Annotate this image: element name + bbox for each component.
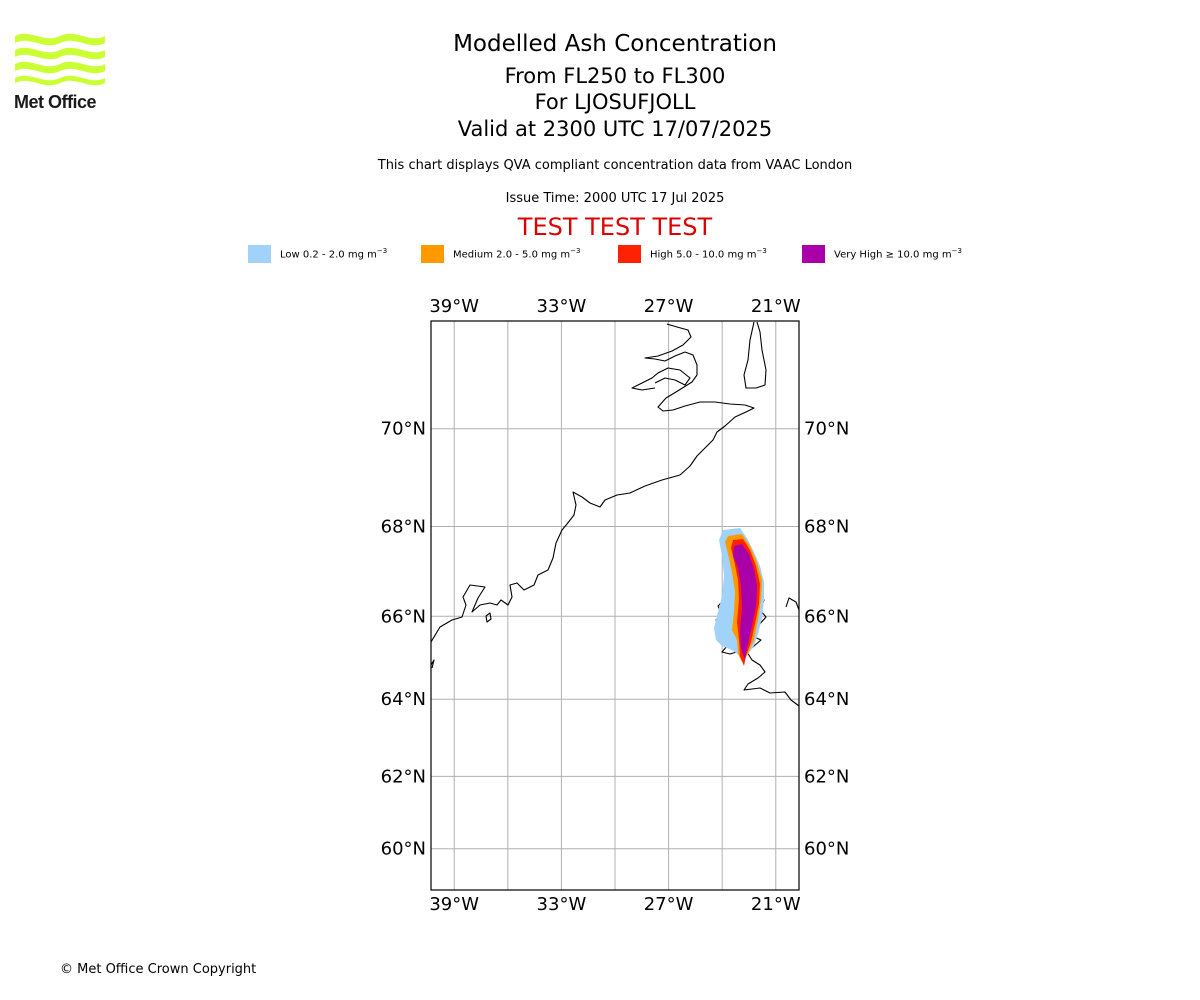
legend-swatch-very-high	[802, 245, 825, 263]
lat-tick-label-left: 70°N	[381, 419, 426, 440]
greenland-island	[485, 612, 492, 623]
lon-tick-label-bottom: 21°W	[751, 894, 801, 915]
lat-tick-label-right: 60°N	[804, 839, 849, 860]
lon-tick-label-bottom: 33°W	[537, 894, 587, 915]
test-banner: TEST TEST TEST	[517, 213, 713, 241]
greenland-south-tip	[431, 659, 435, 669]
legend-swatch-high	[618, 245, 641, 263]
legend-label-medium: Medium 2.0 - 5.0 mg m−3	[453, 247, 581, 261]
met-office-waves-icon	[15, 33, 105, 86]
greenland-ne-peninsula	[743, 321, 767, 389]
met-office-logo: Met Office	[14, 30, 106, 112]
lat-tick-label-right: 62°N	[804, 766, 849, 787]
axis-labels: 39°W 39°W 33°W 33°W 27°W 27°W 21°W 21°W 70°N 70°N…	[381, 296, 850, 915]
lat-tick-label-left: 64°N	[381, 689, 426, 710]
valid-time: Valid at 2300 UTC 17/07/2025	[457, 117, 773, 141]
lon-tick-label-top: 39°W	[429, 296, 479, 317]
lon-tick-label-top: 33°W	[537, 296, 587, 317]
lat-tick-label-right: 66°N	[804, 606, 849, 627]
lat-tick-label-left: 68°N	[381, 517, 426, 538]
compliance-note: This chart displays QVA compliant concen…	[377, 158, 853, 173]
lon-tick-label-bottom: 27°W	[644, 894, 694, 915]
legend-label-high: High 5.0 - 10.0 mg m−3	[650, 247, 767, 261]
iceland-east-island	[785, 597, 799, 611]
lat-tick-label-right: 64°N	[804, 689, 849, 710]
volcano-name: For LJOSUFJOLL	[534, 90, 696, 114]
ash-plume	[714, 528, 764, 666]
lon-tick-label-bottom: 39°W	[429, 894, 479, 915]
greenland-inner-fjord	[631, 367, 691, 391]
lat-tick-label-right: 70°N	[804, 419, 849, 440]
map-frame	[430, 320, 800, 891]
copyright-text: © Met Office Crown Copyright	[60, 962, 257, 977]
lon-tick-label-top: 21°W	[751, 296, 801, 317]
lat-tick-label-left: 60°N	[381, 839, 426, 860]
issue-time: Issue Time: 2000 UTC 17 Jul 2025	[505, 191, 725, 206]
lon-tick-label-top: 27°W	[644, 296, 694, 317]
lat-tick-label-left: 66°N	[381, 606, 426, 627]
lat-tick-label-left: 62°N	[381, 766, 426, 787]
greenland-coastline	[431, 323, 755, 643]
ash-very-high-region	[733, 544, 757, 660]
met-office-logo-text: Met Office	[14, 92, 97, 112]
lat-tick-label-right: 68°N	[804, 517, 849, 538]
legend-label-low: Low 0.2 - 2.0 mg m−3	[280, 247, 388, 261]
level-range: From FL250 to FL300	[504, 64, 726, 88]
legend-swatch-low	[248, 245, 271, 263]
legend-swatch-medium	[421, 245, 444, 263]
legend-label-very-high: Very High ≥ 10.0 mg m−3	[834, 247, 962, 261]
chart-title: Modelled Ash Concentration	[453, 31, 777, 57]
